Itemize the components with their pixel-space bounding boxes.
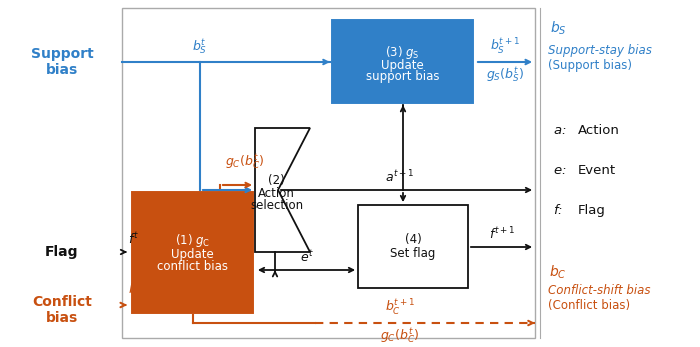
Text: (Conflict bias): (Conflict bias) — [548, 298, 630, 312]
FancyArrowPatch shape — [223, 183, 250, 187]
Bar — [122, 8, 535, 338]
Text: $e^t$: $e^t$ — [300, 249, 314, 265]
FancyArrowPatch shape — [121, 250, 125, 254]
Text: $b_C^{t+1}$: $b_C^{t+1}$ — [385, 298, 415, 318]
Text: (1) $g_\mathrm{C}$: (1) $g_\mathrm{C}$ — [175, 232, 210, 249]
FancyArrowPatch shape — [528, 321, 533, 325]
Text: Support-stay bias: Support-stay bias — [548, 43, 652, 57]
FancyArrowPatch shape — [401, 106, 405, 111]
Text: (4): (4) — [405, 233, 421, 246]
Bar — [130, 190, 255, 315]
Text: Event: Event — [578, 163, 616, 177]
Text: $f^{t+1}$: $f^{t+1}$ — [489, 226, 515, 242]
Bar — [330, 18, 475, 105]
Text: $b_S^t$: $b_S^t$ — [193, 38, 208, 57]
Text: Flag: Flag — [46, 245, 78, 259]
Text: Action: Action — [578, 124, 620, 136]
Text: $b_C$: $b_C$ — [550, 263, 567, 281]
Text: Set flag: Set flag — [391, 247, 435, 260]
Text: (2): (2) — [268, 174, 285, 186]
Text: $b_S^{t+1}$: $b_S^{t+1}$ — [490, 37, 520, 57]
Text: Conflict-shift bias: Conflict-shift bias — [548, 283, 650, 296]
FancyArrowPatch shape — [260, 268, 354, 272]
Text: Conflict
bias: Conflict bias — [32, 295, 92, 325]
Text: $g_S(b_S^t)$: $g_S(b_S^t)$ — [486, 66, 524, 85]
Bar — [358, 205, 468, 288]
Text: $f^t$: $f^t$ — [128, 231, 139, 247]
FancyArrowPatch shape — [478, 60, 530, 64]
FancyArrowPatch shape — [120, 303, 125, 307]
Polygon shape — [255, 128, 310, 252]
Text: Update: Update — [381, 59, 424, 72]
Text: $a^{t+1}$: $a^{t+1}$ — [386, 168, 414, 185]
Text: $b_C^t$: $b_C^t$ — [128, 281, 144, 300]
Text: $f$:: $f$: — [553, 203, 563, 217]
FancyArrowPatch shape — [273, 271, 277, 277]
FancyArrowPatch shape — [281, 188, 530, 192]
FancyArrowPatch shape — [471, 245, 530, 249]
Text: $b_S$: $b_S$ — [550, 19, 566, 37]
Text: conflict bias: conflict bias — [157, 260, 228, 273]
Text: selection: selection — [250, 198, 303, 212]
Text: Action: Action — [258, 186, 295, 200]
Text: $a$:: $a$: — [553, 124, 566, 136]
Text: Flag: Flag — [578, 203, 606, 217]
Text: (3) $g_\mathrm{S}$: (3) $g_\mathrm{S}$ — [385, 44, 420, 61]
Text: $g_C(b_C^t)$: $g_C(b_C^t)$ — [380, 327, 420, 346]
Text: (Support bias): (Support bias) — [548, 59, 632, 71]
Text: $g_C(b_C^t)$: $g_C(b_C^t)$ — [225, 153, 265, 172]
FancyArrowPatch shape — [203, 188, 250, 192]
FancyArrowPatch shape — [323, 60, 328, 64]
Text: $e$:: $e$: — [553, 163, 566, 177]
Text: support bias: support bias — [365, 70, 440, 83]
Text: Update: Update — [171, 248, 214, 261]
FancyArrowPatch shape — [401, 193, 405, 200]
Text: Support
bias: Support bias — [31, 47, 93, 77]
